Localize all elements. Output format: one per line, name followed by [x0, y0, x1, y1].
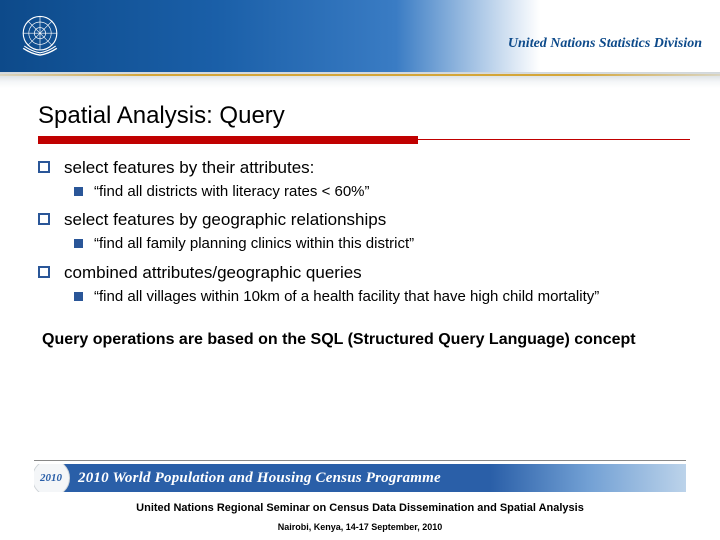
programme-bar: 2010 2010 World Population and Housing C… — [34, 460, 686, 492]
list-subitem: “find all family planning clinics within… — [38, 234, 690, 254]
l1-text: select features by their attributes: — [64, 158, 314, 177]
bullet-list: select features by their attributes: “fi… — [38, 158, 690, 307]
list-item: select features by their attributes: — [38, 158, 690, 178]
l1-text: combined attributes/geographic queries — [64, 263, 362, 282]
list-subitem: “find all villages within 10km of a heal… — [38, 287, 690, 307]
programme-text: 2010 World Population and Housing Census… — [78, 470, 441, 487]
top-banner: United Nations Statistics Division — [0, 0, 720, 72]
gold-divider — [0, 74, 720, 76]
title-rule — [38, 136, 690, 144]
seminar-line: United Nations Regional Seminar on Censu… — [0, 502, 720, 514]
year-badge-icon: 2010 — [34, 464, 70, 492]
banner-org-text: United Nations Statistics Division — [508, 36, 702, 52]
list-item: select features by geographic relationsh… — [38, 210, 690, 230]
location-line: Nairobi, Kenya, 14-17 September, 2010 — [0, 522, 720, 540]
slide-title: Spatial Analysis: Query — [38, 102, 690, 130]
l2-text: “find all districts with literacy rates … — [94, 183, 370, 200]
footer: 2010 2010 World Population and Housing C… — [0, 460, 720, 540]
summary-text: Query operations are based on the SQL (S… — [38, 329, 690, 351]
l2-text: “find all family planning clinics within… — [94, 235, 414, 252]
un-emblem-icon — [12, 8, 68, 64]
l2-text: “find all villages within 10km of a heal… — [94, 288, 599, 305]
list-subitem: “find all districts with literacy rates … — [38, 182, 690, 202]
list-item: combined attributes/geographic queries — [38, 263, 690, 283]
l1-text: select features by geographic relationsh… — [64, 210, 386, 229]
slide-content: Spatial Analysis: Query select features … — [0, 88, 720, 350]
